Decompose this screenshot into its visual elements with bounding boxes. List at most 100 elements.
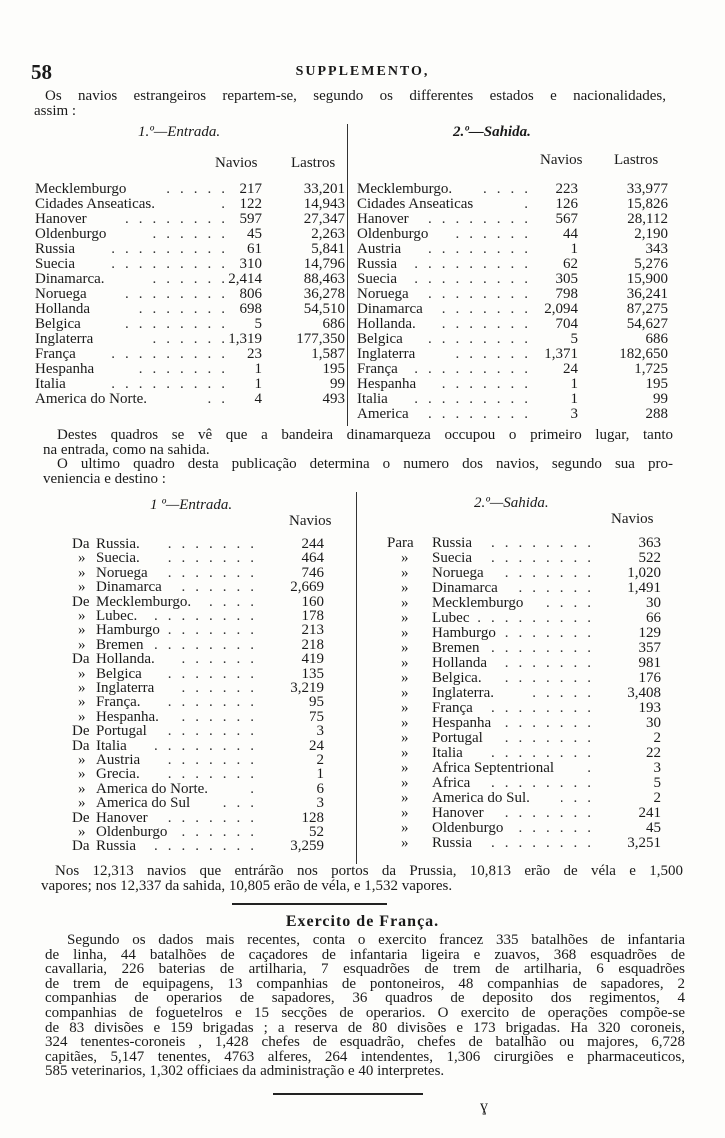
- dot-leader: ...................................: [511, 581, 601, 596]
- navios-value: 746: [301, 564, 325, 581]
- dot-leader: ...................................: [157, 565, 264, 581]
- dot-leader: ...................................: [414, 392, 538, 407]
- navios-value: 305: [555, 271, 579, 287]
- table1-sahida-col-lastros: Lastros: [614, 152, 659, 168]
- table-row: » America do Norte.......................…: [72, 780, 324, 797]
- dot-leader: ...................................: [174, 709, 264, 725]
- navios-value: 95: [309, 694, 324, 711]
- text-line: cavallaria, 226 baterias de artilharia, …: [45, 961, 685, 978]
- row-prefix: »: [401, 745, 409, 761]
- dot-leader: ...................................: [149, 637, 264, 653]
- row-prefix: »: [401, 625, 409, 641]
- table-row: França..................................…: [357, 362, 668, 377]
- dot-leader: ...................................: [145, 227, 235, 242]
- row-label: Lubec: [432, 610, 470, 626]
- row-prefix: »: [78, 608, 86, 624]
- navios-value: 3: [316, 795, 325, 812]
- middle-paragraph: Destes quadros se vê que a bandeira dina…: [43, 428, 673, 486]
- dot-leader: ...................................: [149, 839, 264, 855]
- row-label: America do Sul: [96, 795, 191, 812]
- table-row: America do Norte........................…: [35, 392, 345, 407]
- row-prefix: Da: [72, 838, 90, 855]
- dot-leader: ...................................: [128, 302, 235, 317]
- dot-leader: ...................................: [519, 821, 601, 836]
- row-label: Oldenburgo: [35, 226, 107, 242]
- row-label: Suecia.: [96, 550, 140, 567]
- table-row: Mecklemburgo............................…: [35, 182, 345, 197]
- navios-value: 981: [638, 655, 662, 671]
- dot-leader: ...................................: [486, 836, 601, 851]
- row-label: Italia: [96, 737, 127, 754]
- row-label: Russia: [96, 838, 137, 855]
- lastros-value: 54,627: [626, 316, 668, 332]
- row-prefix: »: [78, 665, 86, 682]
- row-label: Mecklemburgo: [432, 595, 524, 611]
- lastros-value: 5,276: [634, 256, 668, 272]
- dot-leader: ...................................: [516, 197, 538, 212]
- table-row: Cidades Anseaticas......................…: [35, 197, 345, 212]
- lastros-value: 88,463: [303, 271, 345, 287]
- row-label: Oldenburgo: [96, 824, 168, 840]
- table1-sahida-col-navios: Navios: [540, 152, 583, 168]
- lastros-value: 686: [322, 316, 346, 332]
- navios-value: 23: [247, 346, 262, 362]
- text-line: companhias de foguetelros e 15 secções d…: [45, 1004, 685, 1021]
- dot-leader: ...................................: [536, 596, 601, 611]
- table-row: » Africa.................................…: [387, 776, 661, 791]
- lastros-value: 1,587: [311, 346, 345, 362]
- row-label: Russia: [432, 535, 473, 551]
- row-prefix: »: [401, 640, 409, 656]
- table-row: » Hamburgo...............................…: [387, 626, 661, 641]
- navios-value: 30: [646, 715, 661, 731]
- navios-value: 310: [239, 256, 263, 272]
- navios-value: 798: [555, 286, 579, 302]
- navios-value: 1: [570, 376, 579, 392]
- table-row: » Inglaterra.............................…: [72, 681, 324, 696]
- table-row: Noruega.................................…: [35, 287, 345, 302]
- row-prefix: »: [401, 730, 409, 746]
- text-line: de trem de equipagens, 13 companhias de …: [45, 975, 685, 992]
- row-label: America do Norte.: [96, 780, 209, 797]
- column-divider: [347, 124, 348, 426]
- navios-value: 2,094: [544, 301, 578, 317]
- lastros-value: 288: [645, 406, 669, 422]
- row-label: Inglaterra.: [432, 685, 495, 701]
- lastros-value: 33,201: [303, 181, 345, 197]
- dot-leader: ...................................: [440, 317, 538, 332]
- lastros-value: 15,826: [626, 196, 668, 212]
- navios-value: 75: [309, 708, 324, 725]
- navios-value: 61: [247, 241, 262, 257]
- navios-value: 363: [638, 535, 662, 551]
- dot-leader: ...................................: [149, 738, 264, 754]
- row-label: Hanover: [357, 211, 409, 227]
- table-row: » Hanover................................…: [387, 806, 661, 821]
- row-label: Austria: [357, 241, 402, 257]
- lastros-value: 343: [645, 241, 669, 257]
- dot-leader: ...................................: [215, 197, 235, 212]
- navios-value: 22: [646, 745, 661, 761]
- navios-value: 2: [316, 752, 325, 768]
- row-prefix: De: [72, 809, 90, 826]
- lastros-value: 36,241: [626, 286, 668, 302]
- navios-value: 4: [254, 391, 263, 407]
- row-label: Hanover: [432, 805, 484, 821]
- navios-value: 129: [638, 625, 662, 641]
- row-prefix: »: [78, 752, 86, 768]
- lastros-value: 2,190: [634, 226, 668, 242]
- row-label: França: [35, 346, 76, 362]
- table-row: » Africa Septentrional...................…: [387, 761, 661, 776]
- navios-value: 122: [239, 196, 263, 212]
- table-row: Hollanda................................…: [357, 317, 668, 332]
- navios-value: 45: [646, 820, 661, 836]
- row-label: Russia.: [96, 536, 140, 552]
- row-prefix: »: [401, 820, 409, 836]
- dot-leader: ...................................: [423, 287, 538, 302]
- dot-leader: ...................................: [111, 347, 235, 362]
- navios-value: 357: [638, 640, 662, 656]
- row-label: Italia: [357, 391, 388, 407]
- row-label: Suecia: [357, 271, 397, 287]
- navios-value: 62: [563, 256, 578, 272]
- navios-value: 1,319: [228, 331, 262, 347]
- lastros-value: 195: [322, 361, 346, 377]
- row-prefix: »: [401, 775, 409, 791]
